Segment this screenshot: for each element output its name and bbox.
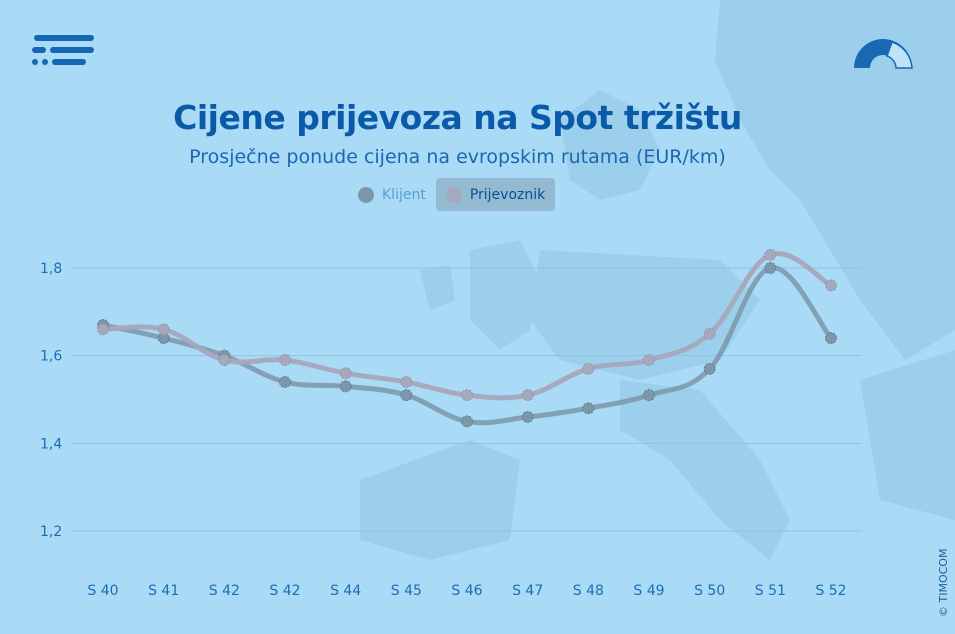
copyright-text: © TIMOCOM — [937, 548, 950, 617]
data-point-prijevoznik — [643, 354, 655, 367]
y-tick-label: 1,4 — [40, 436, 62, 452]
legend-item-prijevoznik[interactable]: Prijevoznik — [435, 178, 556, 211]
x-tick-label: S 42 — [269, 583, 300, 599]
legend-item-klijent[interactable]: Klijent — [348, 178, 436, 211]
x-tick-label: S 52 — [815, 583, 846, 599]
timocom-logo-icon — [32, 35, 94, 65]
data-point-prijevoznik — [97, 323, 109, 336]
x-tick-label: S 50 — [694, 583, 725, 599]
data-point-prijevoznik — [582, 362, 595, 375]
data-point-klijent — [521, 411, 534, 424]
y-tick-label: 1,6 — [40, 349, 62, 365]
x-tick-label: S 42 — [209, 583, 240, 599]
data-point-prijevoznik — [825, 279, 837, 292]
series-line-prijevoznik — [100, 250, 834, 401]
data-point-prijevoznik — [279, 354, 291, 367]
x-tick-label: S 47 — [512, 583, 543, 599]
data-point-klijent — [764, 262, 777, 274]
x-tick-label: S 49 — [633, 583, 664, 599]
data-point-prijevoznik — [461, 389, 473, 402]
y-tick-label: 1,2 — [40, 524, 62, 540]
x-tick-label: S 51 — [755, 583, 786, 599]
x-tick-label: S 40 — [87, 583, 118, 599]
data-point-prijevoznik — [521, 389, 534, 402]
data-point-klijent — [825, 332, 837, 345]
x-tick-label: S 48 — [573, 583, 604, 599]
data-point-klijent — [461, 415, 473, 428]
x-tick-label: S 46 — [451, 583, 482, 599]
x-tick-label: S 44 — [330, 583, 361, 599]
data-point-klijent — [582, 402, 595, 415]
legend-label-klijent: Klijent — [382, 186, 426, 203]
chart-title: Cijene prijevoza na Spot tržištu — [173, 98, 742, 137]
data-point-prijevoznik — [157, 323, 170, 336]
chart-legend: Klijent Prijevoznik — [348, 178, 556, 211]
data-point-klijent — [279, 375, 291, 388]
data-point-prijevoznik — [218, 354, 231, 367]
data-point-prijevoznik — [764, 248, 777, 261]
data-point-prijevoznik — [339, 367, 352, 380]
data-point-klijent — [703, 362, 716, 375]
legend-dot-prijevoznik — [445, 186, 462, 203]
gauge-icon — [854, 39, 913, 69]
chart-subtitle: Prosječne ponude cijena na evropskim rut… — [189, 146, 726, 168]
data-point-prijevoznik — [703, 327, 716, 340]
legend-dot-klijent — [358, 186, 374, 203]
y-tick-label: 1,8 — [40, 261, 62, 277]
data-point-klijent — [643, 389, 655, 402]
x-tick-label: S 41 — [148, 583, 179, 599]
x-tick-label: S 45 — [391, 583, 422, 599]
data-point-klijent — [339, 380, 352, 393]
data-point-klijent — [400, 389, 413, 402]
data-point-prijevoznik — [400, 375, 413, 388]
legend-label-prijevoznik: Prijevoznik — [469, 186, 546, 203]
